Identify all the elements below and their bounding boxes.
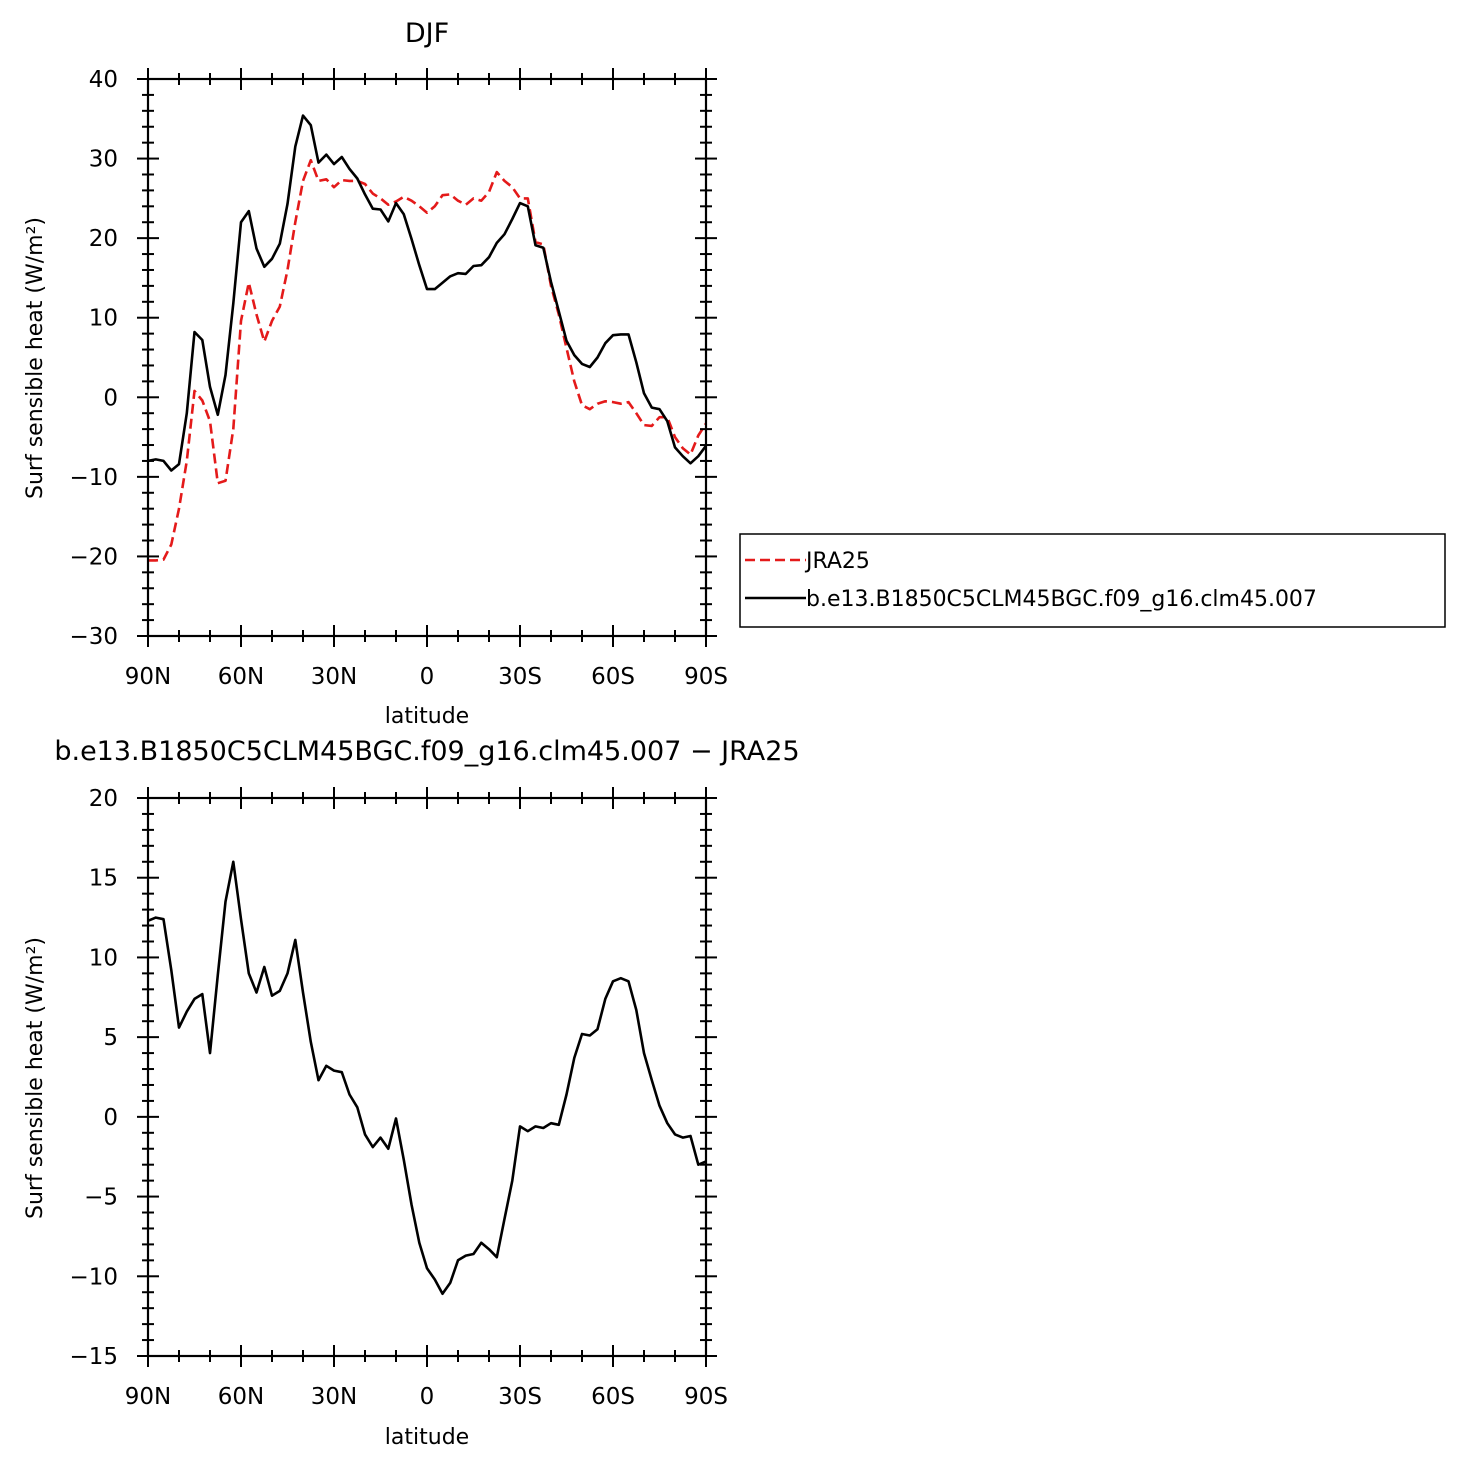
x-tick-label: 30N — [311, 1384, 357, 1410]
legend-box — [739, 533, 1446, 628]
x-tick-label: 60N — [218, 1384, 264, 1410]
y-tick-label: 0 — [103, 1105, 118, 1131]
x-tick-label: 90N — [125, 1384, 171, 1410]
x-axis-label: latitude — [385, 1425, 469, 1450]
x-tick-label: 90S — [684, 664, 728, 690]
series-line-difference — [147, 860, 707, 1296]
y-axis-label: Surf sensible heat (W/m²) — [23, 217, 48, 499]
y-axis-label: Surf sensible heat (W/m²) — [23, 937, 48, 1219]
series-line-jra25 — [148, 158, 708, 562]
chart-title: DJF — [405, 18, 449, 49]
x-tick-label: 30S — [498, 1384, 542, 1410]
x-tick-label: 90N — [125, 664, 171, 690]
x-tick-label: 60S — [591, 1384, 635, 1410]
top-tick-layer: 90N 60N 30N 0 30S 60S 90S −30 −20 −10 0 10 20 30 40 — [69, 67, 727, 690]
y-tick-label: −15 — [69, 1344, 118, 1370]
y-tick-label: 0 — [103, 385, 118, 411]
y-tick-label: −5 — [84, 1185, 118, 1211]
legend-label-model: b.e13.B1850C5CLM45BGC.f09_g16.clm45.007 — [806, 587, 1317, 612]
y-tick-label: 20 — [89, 226, 118, 252]
y-tick-label: 20 — [89, 786, 118, 812]
top-panel: DJF 90N 60N 30N 0 30S 60S 90S −30 −20 −10 0 10 20 30 4… — [23, 18, 728, 729]
y-tick-label: 40 — [89, 67, 118, 93]
x-tick-label: 0 — [420, 664, 435, 690]
bottom-plot-frame — [146, 796, 708, 1358]
x-tick-label: 30S — [498, 664, 542, 690]
y-tick-label: −10 — [69, 465, 118, 491]
y-tick-label: −10 — [69, 1264, 118, 1290]
y-tick-label: 30 — [89, 147, 118, 173]
y-tick-label: 10 — [89, 945, 118, 971]
legend: JRA25 b.e13.B1850C5CLM45BGC.f09_g16.clm4… — [739, 533, 1446, 628]
bottom-tick-layer: 90N 60N 30N 0 30S 60S 90S −15 −10 −5 0 5 10 15 20 — [69, 786, 727, 1410]
y-tick-label: −20 — [69, 544, 118, 570]
y-tick-label: 5 — [103, 1025, 118, 1051]
x-tick-label: 0 — [420, 1384, 435, 1410]
y-tick-label: 15 — [89, 866, 118, 892]
legend-label-jra25: JRA25 — [804, 549, 870, 574]
x-axis-label: latitude — [385, 704, 469, 729]
x-tick-label: 90S — [684, 1384, 728, 1410]
bottom-series-layer — [147, 860, 707, 1296]
x-tick-label: 30N — [311, 664, 357, 690]
x-tick-label: 60N — [218, 664, 264, 690]
x-tick-label: 60S — [591, 664, 635, 690]
y-tick-label: −30 — [69, 624, 118, 650]
top-plot-frame — [146, 77, 708, 638]
series-line-model — [147, 114, 708, 472]
y-tick-label: 10 — [89, 306, 118, 332]
bottom-panel: b.e13.B1850C5CLM45BGC.f09_g16.clm45.007 … — [23, 736, 800, 1450]
difference-chart-title: b.e13.B1850C5CLM45BGC.f09_g16.clm45.007 … — [54, 736, 799, 767]
top-series-layer — [147, 114, 708, 562]
